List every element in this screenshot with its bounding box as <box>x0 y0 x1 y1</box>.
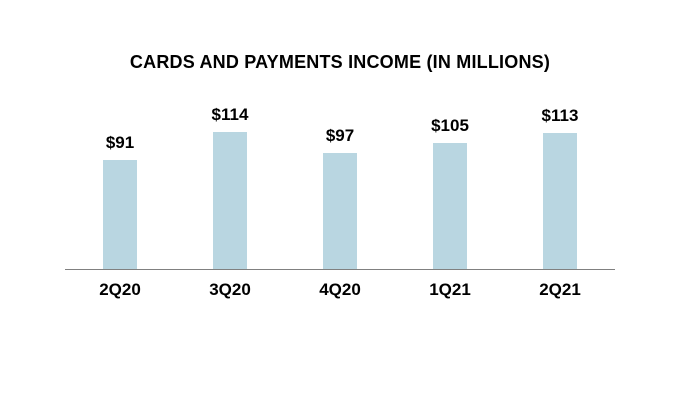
bar-value-label: $114 <box>211 105 249 124</box>
bar <box>543 133 577 269</box>
bar-value-label: $97 <box>325 126 355 145</box>
x-tick-label: 2Q21 <box>539 280 581 299</box>
x-axis: 2Q20 3Q20 4Q20 1Q21 2Q21 <box>65 270 615 300</box>
x-tick-label: 1Q21 <box>429 280 471 299</box>
bar-column: $105 <box>395 94 505 269</box>
bar-value-label: $91 <box>105 133 135 152</box>
bar-column: $114 <box>175 94 285 269</box>
bar-column: $97 <box>285 94 395 269</box>
bar-value-label: $113 <box>541 106 579 125</box>
chart-title: CARDS AND PAYMENTS INCOME (IN MILLIONS) <box>129 52 551 72</box>
x-tick-label: 2Q20 <box>99 280 141 299</box>
bar <box>323 153 357 269</box>
plot-area: $91 $114 $97 $105 $113 <box>65 94 615 270</box>
x-tick-label: 4Q20 <box>319 280 361 299</box>
bar <box>103 160 137 269</box>
bar-column: $91 <box>65 94 175 269</box>
bar-value-label: $105 <box>431 116 469 135</box>
bar <box>433 143 467 269</box>
bar <box>213 132 247 269</box>
x-tick-label: 3Q20 <box>209 280 251 299</box>
bar-column: $113 <box>505 94 615 269</box>
